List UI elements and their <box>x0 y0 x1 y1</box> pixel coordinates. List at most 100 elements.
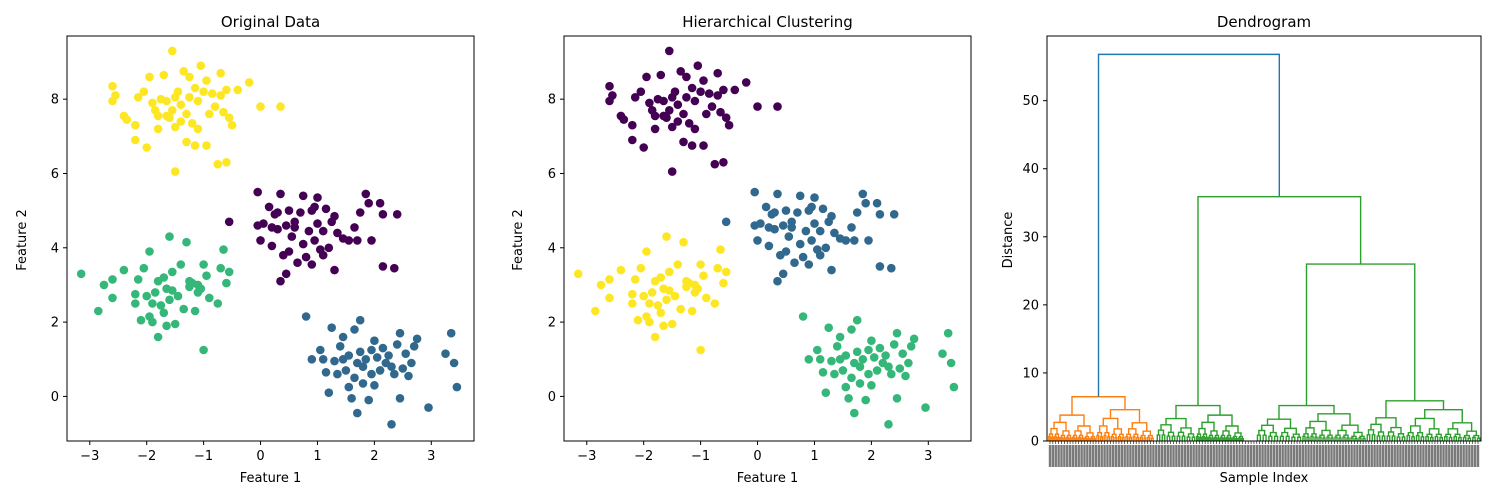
scatter-point <box>202 141 211 150</box>
scatter-point <box>216 68 225 78</box>
y-tick-label: 0 <box>1031 435 1039 450</box>
scatter-point <box>781 206 791 215</box>
leaf-tick-label <box>1462 445 1465 467</box>
chart-title: Dendrogram <box>1217 13 1311 31</box>
scatter-point <box>707 102 717 111</box>
dendrogram-link <box>1078 436 1081 441</box>
scatter-point <box>841 236 851 245</box>
scatter-point <box>665 46 674 56</box>
y-tick-label: 6 <box>548 167 556 182</box>
leaf-tick-label <box>1209 445 1213 467</box>
scatter-point <box>341 366 351 375</box>
leaf-tick-label <box>1201 445 1204 467</box>
y-axis-label: Distance <box>1001 212 1016 269</box>
leaf-tick-label <box>1338 445 1342 467</box>
scatter-point <box>395 394 405 403</box>
leaf-tick-label <box>1083 445 1086 467</box>
scatter-point <box>679 237 688 247</box>
scatter-point <box>943 328 953 338</box>
scatter-point <box>756 219 765 228</box>
scatter-point <box>202 271 211 281</box>
leaf-tick-label <box>1295 445 1299 467</box>
leaf-tick-label <box>1186 445 1190 467</box>
scatter-point <box>156 301 166 310</box>
dendrogram-link <box>1256 434 1262 441</box>
dendrogram-link <box>1114 436 1118 441</box>
leaf-tick-label <box>1155 445 1158 467</box>
scatter-point <box>316 345 325 355</box>
leaf-tick-label <box>1149 445 1152 467</box>
scatter-point <box>662 232 671 241</box>
scatter-point <box>108 293 117 303</box>
scatter-point <box>412 334 422 344</box>
leaf-tick-label <box>1384 445 1388 467</box>
dendrogram-link <box>1375 417 1397 428</box>
leaf-tick-label <box>1359 445 1362 467</box>
scatter-point <box>682 93 691 102</box>
x-tick-label: −2 <box>137 449 156 464</box>
scatter-point <box>361 189 371 199</box>
leaf-tick-label <box>1221 445 1224 467</box>
dendrogram-link <box>1318 436 1322 441</box>
scatter-point <box>222 278 231 288</box>
scatter-point <box>361 355 371 364</box>
scatter-point <box>795 191 805 201</box>
scatter-point <box>259 219 268 228</box>
scatter-point <box>199 345 208 355</box>
scatter-point <box>795 239 805 249</box>
dendrogram-link <box>1310 435 1314 441</box>
dendrogram-link <box>1284 427 1297 435</box>
scatter-point <box>628 299 637 308</box>
scatter-point <box>667 319 677 329</box>
leaf-tick-label <box>1433 445 1437 467</box>
scatter-points <box>573 46 959 429</box>
scatter-point <box>875 262 885 271</box>
x-tick-label: 1 <box>810 449 818 464</box>
leaf-tick-label <box>1134 445 1138 467</box>
scatter-point <box>378 262 388 271</box>
scatter-point <box>682 276 691 286</box>
scatter-point <box>185 72 194 82</box>
dendrogram-link <box>1126 433 1132 438</box>
scatter-point <box>596 280 606 290</box>
dendrogram-link <box>1165 417 1187 428</box>
dendrogram-link <box>1321 429 1331 436</box>
dendrogram-link <box>1268 435 1273 441</box>
dendrogram-link <box>1223 437 1226 441</box>
scatter-point <box>673 100 683 109</box>
scatter-point <box>875 210 885 219</box>
scatter-point <box>949 382 959 392</box>
dendrogram-link <box>1445 433 1452 438</box>
scatter-point <box>313 219 322 228</box>
y-tick-label: 6 <box>51 167 59 182</box>
dendrogram-link <box>1279 435 1285 441</box>
scatter-point <box>687 83 697 93</box>
scatter-point <box>721 267 731 277</box>
scatter-point <box>605 293 614 303</box>
scatter-point <box>131 299 140 308</box>
scatter-point <box>778 269 788 279</box>
leaf-tick-label <box>1123 445 1126 467</box>
scatter-point <box>864 345 873 355</box>
scatter-point <box>679 137 688 147</box>
scatter-point <box>869 353 879 362</box>
scatter-point <box>628 120 637 130</box>
scatter-point <box>852 315 862 325</box>
dendrogram-link <box>1104 431 1110 437</box>
dendrogram-link <box>1330 437 1334 441</box>
leaf-tick-label <box>1189 445 1192 467</box>
scatter-point <box>355 315 365 325</box>
scatter-point <box>148 299 157 308</box>
leaf-tick-label <box>1063 445 1066 467</box>
x-tick-label: 0 <box>256 449 264 464</box>
leaf-tick-label <box>1393 445 1396 467</box>
dendrogram-link <box>1072 436 1075 441</box>
leaf-tick-label <box>1238 445 1241 467</box>
leaf-tick-label <box>1471 445 1474 467</box>
scatter-point <box>344 382 354 392</box>
scatter-point <box>375 198 385 208</box>
leaf-tick-label <box>1425 445 1428 467</box>
scatter-point <box>353 236 362 245</box>
dendrogram-link <box>1429 436 1434 441</box>
